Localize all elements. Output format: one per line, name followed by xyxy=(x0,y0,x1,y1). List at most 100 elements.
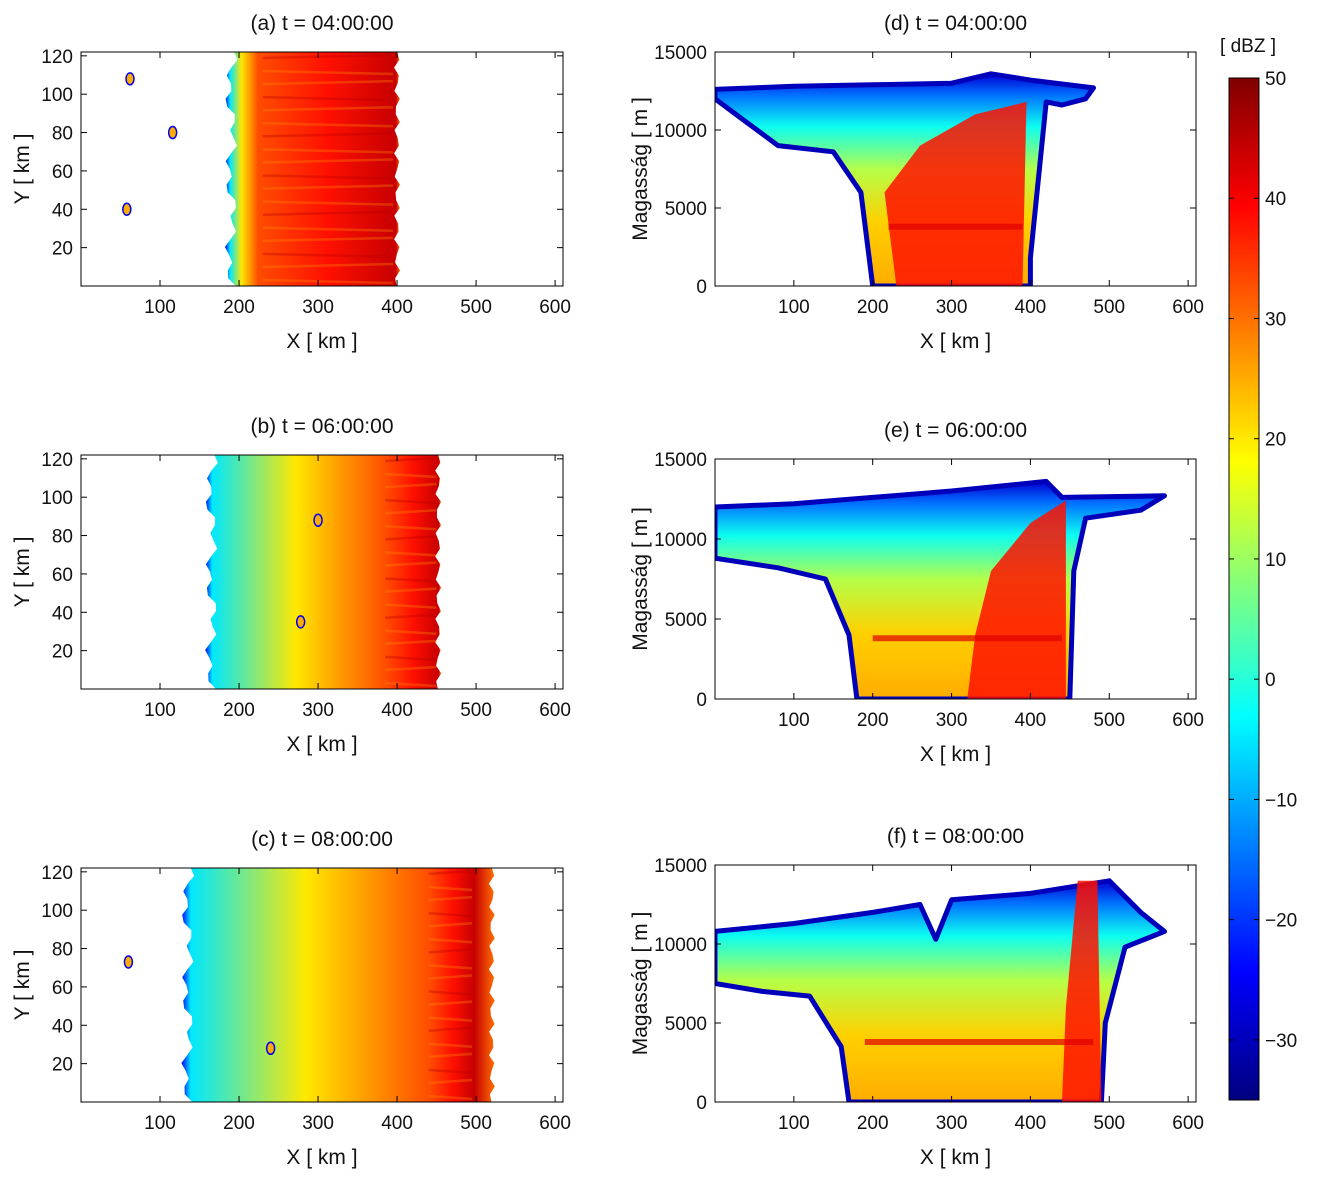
x-tick-label: 600 xyxy=(539,700,571,721)
y-axis-label: Y [ km ] xyxy=(11,950,34,1021)
texture-streak xyxy=(262,105,394,112)
colorbar-tick-label: 40 xyxy=(1265,189,1286,210)
x-tick-label: 200 xyxy=(857,1113,889,1134)
y-tick-label: 120 xyxy=(41,450,73,471)
convective-core xyxy=(967,500,1066,699)
panel-d: 100 200 300 400 500 600 0 5000 10000 15000 (d) t =… xyxy=(629,12,1204,353)
x-tick-label: 400 xyxy=(381,297,413,318)
x-axis-label: X [ km ] xyxy=(286,330,357,353)
texture-streak xyxy=(428,885,473,892)
x-tick-label: 300 xyxy=(302,700,334,721)
x-tick-label: 400 xyxy=(381,1113,413,1134)
reflectivity-band xyxy=(181,868,495,1102)
texture-streak xyxy=(428,990,473,996)
texture-streak xyxy=(262,210,394,216)
y-tick-label: 60 xyxy=(52,162,73,183)
y-tick-label: 80 xyxy=(52,124,73,145)
panel-title: (b) t = 06:00:00 xyxy=(250,415,393,438)
axes-frame xyxy=(80,51,564,287)
convective-cell xyxy=(295,615,306,629)
colorbar-tick-label: 50 xyxy=(1265,69,1286,90)
texture-streak xyxy=(385,561,437,567)
x-tick-label: 600 xyxy=(539,1113,571,1134)
colorbar-scale xyxy=(1228,77,1260,1101)
panel-title: (c) t = 08:00:00 xyxy=(251,828,393,851)
panel-c: 100 200 300 400 500 600 20 40 60 80 100 120 (c) t = … xyxy=(11,828,571,1169)
y-tick-label: 15000 xyxy=(654,43,707,64)
colorbar-tick-label: −30 xyxy=(1265,1031,1297,1052)
anvil-outline xyxy=(715,878,1167,1102)
texture-streak xyxy=(262,236,394,243)
x-tick-label: 500 xyxy=(460,700,492,721)
reflectivity-band xyxy=(224,52,401,286)
texture-streak xyxy=(262,53,394,60)
texture-streak xyxy=(262,95,394,102)
texture-streak xyxy=(262,184,394,190)
y-tick-label: 80 xyxy=(52,940,73,961)
texture-streak xyxy=(262,262,394,269)
texture-streak xyxy=(385,681,437,688)
texture-streak xyxy=(385,629,437,636)
texture-streak xyxy=(385,613,437,619)
texture-streak xyxy=(262,158,394,164)
texture-streak xyxy=(262,132,394,138)
y-tick-label: 100 xyxy=(41,901,73,922)
y-tick-label: 5000 xyxy=(665,199,707,220)
panel-title: (f) t = 08:00:00 xyxy=(887,825,1024,848)
y-axis-label: Y [ km ] xyxy=(11,134,34,205)
convective-cell xyxy=(123,955,134,969)
colorbar: 50 40 30 20 10 0 −10 −20 −30 [ dBZ ] xyxy=(1220,36,1297,1101)
x-tick-label: 100 xyxy=(144,1113,176,1134)
y-tick-label: 5000 xyxy=(665,610,707,631)
texture-streak xyxy=(262,148,394,154)
x-tick-label: 600 xyxy=(1172,1113,1204,1134)
y-axis-label: Y [ km ] xyxy=(11,537,34,608)
colorbar-tick-label: −10 xyxy=(1265,790,1297,811)
texture-streak xyxy=(428,1016,473,1022)
colorbar-label: [ dBZ ] xyxy=(1220,36,1276,57)
y-tick-label: 10000 xyxy=(654,935,707,956)
texture-streak xyxy=(385,482,437,489)
x-axis-label: X [ km ] xyxy=(920,1146,991,1169)
x-tick-label: 400 xyxy=(1015,1113,1047,1134)
x-tick-label: 300 xyxy=(302,297,334,318)
x-tick-label: 300 xyxy=(936,297,968,318)
y-tick-label: 60 xyxy=(52,565,73,586)
axes-frame xyxy=(80,454,564,690)
texture-streak xyxy=(385,587,437,593)
texture-streak xyxy=(385,472,437,479)
texture-streak xyxy=(262,200,394,206)
x-tick-label: 100 xyxy=(144,700,176,721)
x-tick-label: 400 xyxy=(1015,297,1047,318)
y-tick-label: 20 xyxy=(52,642,73,663)
y-tick-label: 100 xyxy=(41,85,73,106)
plot-area xyxy=(123,868,495,1102)
texture-streak xyxy=(262,79,394,86)
anvil-outline xyxy=(715,478,1167,699)
x-tick-label: 500 xyxy=(1093,297,1125,318)
texture-streak xyxy=(385,665,437,672)
x-tick-label: 600 xyxy=(1172,297,1204,318)
texture-streak xyxy=(385,535,437,541)
texture-streak xyxy=(428,1026,473,1032)
texture-streak xyxy=(428,921,473,928)
colorbar-tick-label: 0 xyxy=(1265,670,1276,691)
panel-e: 100 200 300 400 500 600 0 5000 10000 15000 (e) t =… xyxy=(629,419,1204,766)
x-tick-label: 100 xyxy=(144,297,176,318)
convective-cell xyxy=(125,72,135,86)
y-tick-label: 20 xyxy=(52,1055,73,1076)
axes-frame xyxy=(714,458,1197,700)
reflectivity-band xyxy=(205,455,442,689)
y-tick-label: 80 xyxy=(52,527,73,548)
plot-area xyxy=(122,52,401,286)
y-axis-label: Magasság [ m ] xyxy=(629,507,652,651)
x-tick-label: 200 xyxy=(857,710,889,731)
plot-area xyxy=(205,455,442,689)
x-tick-label: 500 xyxy=(460,1113,492,1134)
y-tick-label: 0 xyxy=(696,690,707,711)
x-tick-label: 500 xyxy=(460,297,492,318)
texture-streak xyxy=(385,551,437,557)
y-tick-label: 40 xyxy=(52,200,73,221)
x-tick-label: 300 xyxy=(936,1113,968,1134)
texture-streak xyxy=(428,1068,473,1075)
